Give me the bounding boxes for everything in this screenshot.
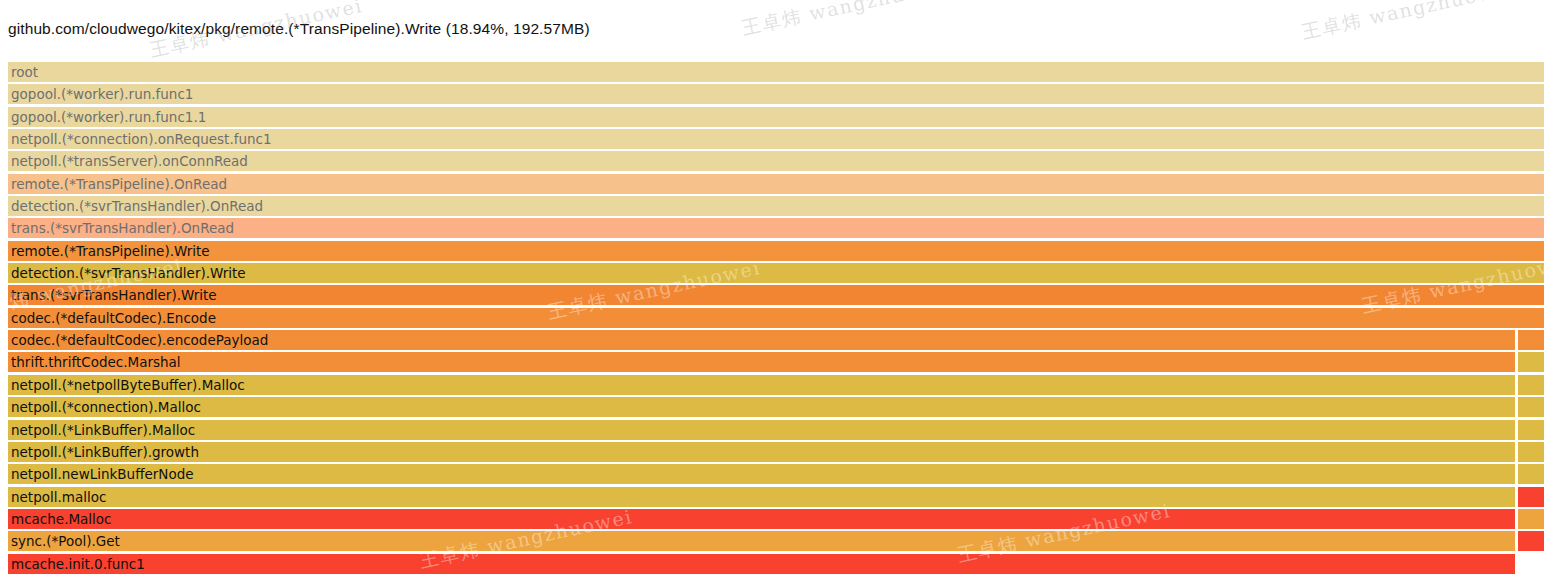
- watermark: 王卓炜 wangzhuowei: [739, 0, 957, 42]
- flame-frame-row: netpoll.(*connection).Malloc: [8, 397, 1544, 417]
- frame-label: trans.(*svrTransHandler).OnRead: [8, 218, 1544, 238]
- flame-frame-side[interactable]: [1518, 531, 1544, 551]
- flame-frame-row: mcache.init.0.func1: [8, 554, 1544, 574]
- flame-frame[interactable]: codec.(*defaultCodec).Encode: [8, 308, 1544, 328]
- flame-frame-row: trans.(*svrTransHandler).Write: [8, 285, 1544, 305]
- flame-frame-row: trans.(*svrTransHandler).OnRead: [8, 218, 1544, 238]
- flame-frame-side[interactable]: [1518, 375, 1544, 395]
- flame-frame[interactable]: netpoll.(*connection).onRequest.func1: [8, 129, 1544, 149]
- frame-label: remote.(*TransPipeline).OnRead: [8, 174, 1544, 194]
- frame-label: gopool.(*worker).run.func1.1: [8, 107, 1544, 127]
- frame-label: netpoll.newLinkBufferNode: [8, 464, 1515, 484]
- flame-frame-row: netpoll.newLinkBufferNode: [8, 464, 1544, 484]
- flame-frame-side[interactable]: [1518, 352, 1544, 372]
- flame-frame-row: remote.(*TransPipeline).OnRead: [8, 174, 1544, 194]
- flame-frame[interactable]: netpoll.(*LinkBuffer).Malloc: [8, 420, 1515, 440]
- flame-frame-row: netpoll.(*LinkBuffer).Malloc: [8, 420, 1544, 440]
- flame-frame[interactable]: mcache.Malloc: [8, 509, 1515, 529]
- frame-label: gopool.(*worker).run.func1: [8, 84, 1544, 104]
- frame-label: mcache.Malloc: [8, 509, 1515, 529]
- flame-frame-side[interactable]: [1518, 509, 1544, 529]
- flamegraph-page: { "header": { "title": "github.com/cloud…: [0, 0, 1550, 579]
- flame-frame-row: root: [8, 62, 1544, 82]
- flame-frame[interactable]: thrift.thriftCodec.Marshal: [8, 352, 1515, 372]
- frame-label: trans.(*svrTransHandler).Write: [8, 285, 1544, 305]
- frame-label: netpoll.(*transServer).onConnRead: [8, 151, 1544, 171]
- frame-label: netpoll.(*connection).onRequest.func1: [8, 129, 1544, 149]
- frame-label: netpoll.(*connection).Malloc: [8, 397, 1515, 417]
- flame-frame[interactable]: sync.(*Pool).Get: [8, 531, 1515, 551]
- flame-frame[interactable]: remote.(*TransPipeline).Write: [8, 241, 1544, 261]
- flame-frame-row: detection.(*svrTransHandler).Write: [8, 263, 1544, 283]
- flame-frame-row: thrift.thriftCodec.Marshal: [8, 352, 1544, 372]
- flame-frame-side[interactable]: [1518, 487, 1544, 507]
- frame-label: detection.(*svrTransHandler).Write: [8, 263, 1544, 283]
- flame-frame[interactable]: trans.(*svrTransHandler).Write: [8, 285, 1544, 305]
- flame-frame[interactable]: netpoll.(*connection).Malloc: [8, 397, 1515, 417]
- flame-frame-row: mcache.Malloc: [8, 509, 1544, 529]
- frame-label: netpoll.(*LinkBuffer).growth: [8, 442, 1515, 462]
- flamegraph: rootgopool.(*worker).run.func1 gopool.(*w…: [8, 62, 1544, 576]
- flame-frame[interactable]: mcache.init.0.func1: [8, 554, 1515, 574]
- flame-frame[interactable]: detection.(*svrTransHandler).OnRead: [8, 196, 1544, 216]
- flame-frame-row: remote.(*TransPipeline).Write: [8, 241, 1544, 261]
- flame-frame[interactable]: trans.(*svrTransHandler).OnRead: [8, 218, 1544, 238]
- frame-label: netpoll.(*netpollByteBuffer).Malloc: [8, 375, 1515, 395]
- frame-label: root: [8, 62, 1544, 82]
- frame-label: netpoll.(*LinkBuffer).Malloc: [8, 420, 1515, 440]
- frame-label: codec.(*defaultCodec).Encode: [8, 308, 1544, 328]
- flame-frame-side[interactable]: [1518, 397, 1544, 417]
- flame-frame[interactable]: netpoll.(*LinkBuffer).growth: [8, 442, 1515, 462]
- flame-frame-side[interactable]: [1518, 442, 1544, 462]
- flame-frame[interactable]: netpoll.(*netpollByteBuffer).Malloc: [8, 375, 1515, 395]
- flame-frame-row: netpoll.(*connection).onRequest.func1: [8, 129, 1544, 149]
- flame-frame-row: netpoll.(*netpollByteBuffer).Malloc: [8, 375, 1544, 395]
- flame-frame[interactable]: netpoll.newLinkBufferNode: [8, 464, 1515, 484]
- flame-frame[interactable]: root: [8, 62, 1544, 82]
- frame-label: mcache.init.0.func1: [8, 554, 1515, 574]
- flame-frame-row: codec.(*defaultCodec).encodePayload: [8, 330, 1544, 350]
- flame-frame-side[interactable]: [1518, 330, 1544, 350]
- flame-frame-row: netpoll.(*transServer).onConnRead: [8, 151, 1544, 171]
- page-title: github.com/cloudwego/kitex/pkg/remote.(*…: [8, 20, 590, 38]
- flame-frame-row: gopool.(*worker).run.func1: [8, 84, 1544, 104]
- flame-frame[interactable]: remote.(*TransPipeline).OnRead: [8, 174, 1544, 194]
- flame-frame[interactable]: netpoll.malloc: [8, 487, 1515, 507]
- flame-frame-side[interactable]: [1518, 464, 1544, 484]
- flame-frame-row: codec.(*defaultCodec).Encode: [8, 308, 1544, 328]
- flame-frame[interactable]: codec.(*defaultCodec).encodePayload: [8, 330, 1515, 350]
- flame-frame[interactable]: gopool.(*worker).run.func1: [8, 84, 1544, 104]
- flame-frame[interactable]: detection.(*svrTransHandler).Write: [8, 263, 1544, 283]
- flame-frame-row: gopool.(*worker).run.func1.1: [8, 107, 1544, 127]
- frame-label: netpoll.malloc: [8, 487, 1515, 507]
- flame-frame[interactable]: gopool.(*worker).run.func1.1: [8, 107, 1544, 127]
- flame-frame-row: netpoll.(*LinkBuffer).growth: [8, 442, 1544, 462]
- frame-label: remote.(*TransPipeline).Write: [8, 241, 1544, 261]
- flame-frame-row: sync.(*Pool).Get: [8, 531, 1544, 551]
- watermark: 王卓炜 wangzhuowei: [1299, 0, 1517, 46]
- frame-label: thrift.thriftCodec.Marshal: [8, 352, 1515, 372]
- flame-frame[interactable]: netpoll.(*transServer).onConnRead: [8, 151, 1544, 171]
- frame-label: codec.(*defaultCodec).encodePayload: [8, 330, 1515, 350]
- frame-label: detection.(*svrTransHandler).OnRead: [8, 196, 1544, 216]
- frame-label: sync.(*Pool).Get: [8, 531, 1515, 551]
- flame-frame-row: netpoll.malloc: [8, 487, 1544, 507]
- flame-frame-side[interactable]: [1518, 420, 1544, 440]
- flame-frame-row: detection.(*svrTransHandler).OnRead: [8, 196, 1544, 216]
